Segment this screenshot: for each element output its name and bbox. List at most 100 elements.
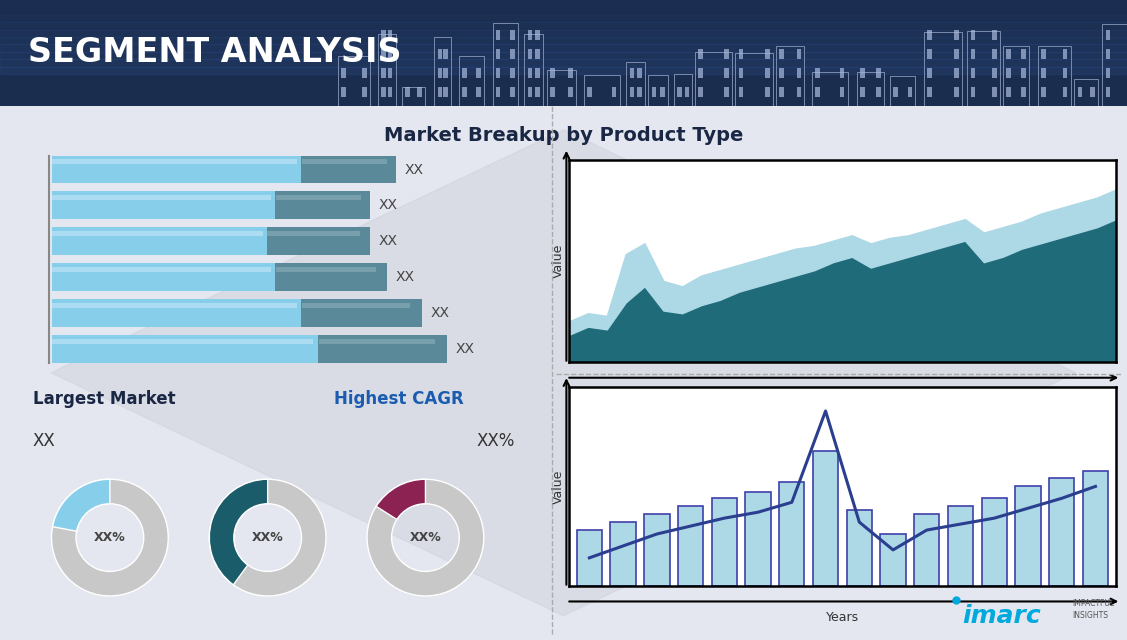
Polygon shape xyxy=(1021,68,1026,78)
Polygon shape xyxy=(660,86,665,97)
Polygon shape xyxy=(437,86,442,97)
Polygon shape xyxy=(840,86,844,97)
Bar xyxy=(276,195,361,200)
Polygon shape xyxy=(535,29,540,40)
Polygon shape xyxy=(779,49,783,59)
Polygon shape xyxy=(738,68,743,78)
Polygon shape xyxy=(437,49,442,59)
Bar xyxy=(267,231,360,236)
Polygon shape xyxy=(1041,86,1046,97)
Text: SEGMENT ANALYSIS: SEGMENT ANALYSIS xyxy=(28,36,401,69)
Polygon shape xyxy=(630,68,635,78)
Polygon shape xyxy=(1041,49,1046,59)
Polygon shape xyxy=(860,86,864,97)
Polygon shape xyxy=(876,68,880,78)
Polygon shape xyxy=(765,68,770,78)
Polygon shape xyxy=(381,49,385,59)
Text: IMPACTFUL
INSIGHTS: IMPACTFUL INSIGHTS xyxy=(1073,599,1115,620)
Polygon shape xyxy=(496,49,500,59)
Bar xyxy=(813,451,838,586)
Bar xyxy=(948,506,974,586)
Polygon shape xyxy=(698,68,702,78)
Bar xyxy=(275,191,370,220)
Polygon shape xyxy=(550,68,554,78)
Polygon shape xyxy=(684,86,689,97)
Polygon shape xyxy=(535,86,540,97)
Polygon shape xyxy=(1021,86,1026,97)
Polygon shape xyxy=(1106,49,1110,59)
Polygon shape xyxy=(638,68,642,78)
Polygon shape xyxy=(765,49,770,59)
Polygon shape xyxy=(388,86,392,97)
Polygon shape xyxy=(970,49,975,59)
Bar xyxy=(52,227,267,255)
Polygon shape xyxy=(535,68,540,78)
Bar xyxy=(611,522,636,586)
Polygon shape xyxy=(992,29,996,40)
Text: imarc: imarc xyxy=(962,604,1041,628)
Wedge shape xyxy=(376,479,426,520)
Polygon shape xyxy=(955,86,959,97)
Polygon shape xyxy=(816,86,820,97)
Bar xyxy=(880,534,906,586)
Bar xyxy=(846,510,872,586)
Bar xyxy=(678,506,703,586)
Text: Largest Market: Largest Market xyxy=(33,390,176,408)
Polygon shape xyxy=(341,86,346,97)
Bar xyxy=(52,191,275,220)
Polygon shape xyxy=(527,29,532,40)
Text: Years: Years xyxy=(826,388,859,401)
Polygon shape xyxy=(1090,86,1094,97)
Polygon shape xyxy=(496,68,500,78)
Bar xyxy=(52,159,296,164)
Polygon shape xyxy=(388,68,392,78)
Polygon shape xyxy=(381,86,385,97)
Polygon shape xyxy=(779,68,783,78)
Bar xyxy=(52,299,301,327)
Polygon shape xyxy=(476,68,480,78)
Polygon shape xyxy=(443,49,447,59)
Bar xyxy=(52,231,263,236)
Bar xyxy=(276,267,376,272)
Polygon shape xyxy=(797,86,801,97)
Bar xyxy=(645,514,669,586)
Polygon shape xyxy=(1006,86,1011,97)
Polygon shape xyxy=(651,86,656,97)
Polygon shape xyxy=(341,68,346,78)
Text: XX: XX xyxy=(456,342,474,356)
Bar xyxy=(779,483,805,586)
Bar xyxy=(711,499,737,586)
Polygon shape xyxy=(724,68,728,78)
Polygon shape xyxy=(568,68,573,78)
Polygon shape xyxy=(738,86,743,97)
Bar xyxy=(302,303,410,308)
Bar xyxy=(275,263,388,291)
Bar xyxy=(52,335,318,363)
Polygon shape xyxy=(724,86,728,97)
Polygon shape xyxy=(816,68,820,78)
Polygon shape xyxy=(928,86,932,97)
Polygon shape xyxy=(698,86,702,97)
Text: XX%: XX% xyxy=(409,531,442,544)
Bar xyxy=(52,263,275,291)
Polygon shape xyxy=(1077,86,1082,97)
Wedge shape xyxy=(210,479,326,596)
Bar xyxy=(52,267,272,272)
Polygon shape xyxy=(51,130,1076,616)
Polygon shape xyxy=(437,68,442,78)
Polygon shape xyxy=(417,86,421,97)
Polygon shape xyxy=(992,86,996,97)
Polygon shape xyxy=(1106,29,1110,40)
Polygon shape xyxy=(1106,86,1110,97)
Text: Highest CAGR: Highest CAGR xyxy=(334,390,463,408)
Polygon shape xyxy=(511,68,515,78)
Polygon shape xyxy=(955,29,959,40)
Polygon shape xyxy=(698,49,702,59)
Bar xyxy=(1049,479,1074,586)
Polygon shape xyxy=(527,86,532,97)
Polygon shape xyxy=(677,86,682,97)
Polygon shape xyxy=(907,86,912,97)
Bar xyxy=(914,514,940,586)
Polygon shape xyxy=(511,86,515,97)
Polygon shape xyxy=(1021,49,1026,59)
